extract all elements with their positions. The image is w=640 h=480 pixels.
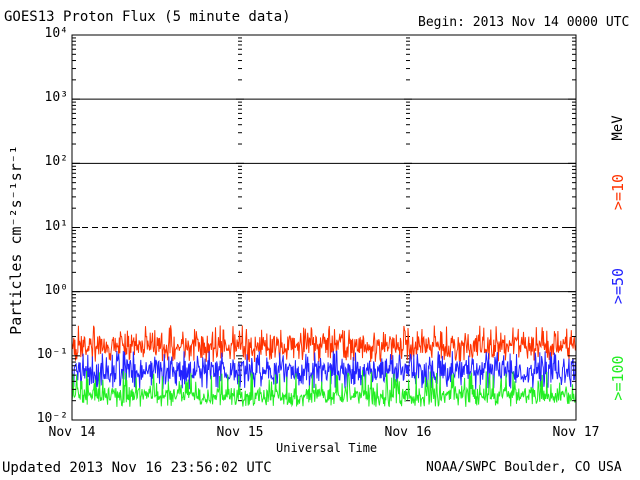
series-50mev-line bbox=[71, 350, 577, 390]
legend-item-10mev: >=10 bbox=[609, 173, 627, 211]
begin-time: Begin: 2013 Nov 14 0000 UTC bbox=[418, 15, 630, 30]
x-tick-label: Nov 16 bbox=[384, 425, 432, 440]
x-axis-label: Universal Time bbox=[276, 441, 378, 455]
y-tick-label: 10⁰ bbox=[44, 282, 68, 298]
x-tick-label: Nov 17 bbox=[552, 425, 600, 440]
y-tick-label: 10² bbox=[44, 154, 68, 170]
credit-text: NOAA/SWPC Boulder, CO USA bbox=[426, 460, 622, 475]
legend-unit: MeV bbox=[610, 115, 626, 141]
y-tick-label: 10⁻² bbox=[36, 411, 68, 426]
updated-timestamp: Updated 2013 Nov 16 23:56:02 UTC bbox=[2, 460, 272, 476]
y-tick-label: 10¹ bbox=[44, 218, 68, 234]
legend-item-50mev: >=50 bbox=[609, 267, 627, 305]
x-tick-label: Nov 14 bbox=[48, 425, 96, 440]
legend-item-100mev: >=100 bbox=[609, 355, 627, 401]
y-tick-label: 10⁴ bbox=[44, 26, 68, 41]
x-tick-label: Nov 15 bbox=[216, 425, 264, 440]
y-axis-label: Particles cm⁻²s⁻¹sr⁻¹ bbox=[7, 145, 25, 335]
series-100mev-line bbox=[71, 370, 577, 408]
reference-lines bbox=[72, 98, 576, 293]
y-tick-label: 10⁻¹ bbox=[36, 346, 68, 362]
y-ticks bbox=[72, 37, 576, 421]
data-series bbox=[71, 325, 577, 408]
y-tick-label: 10³ bbox=[44, 90, 68, 106]
chart-title: GOES13 Proton Flux (5 minute data) bbox=[4, 9, 291, 25]
series-10mev-line bbox=[71, 325, 577, 363]
